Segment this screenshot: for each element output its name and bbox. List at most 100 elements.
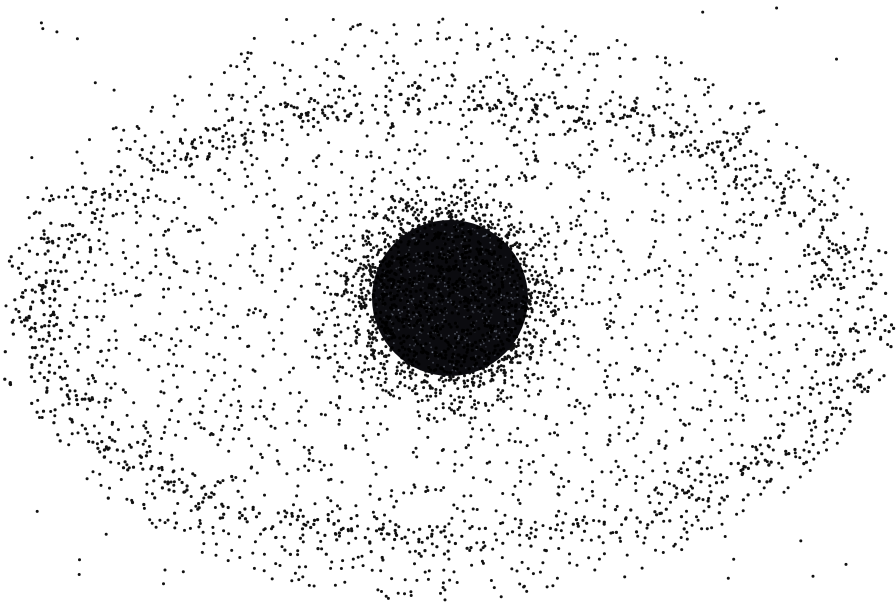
debris-dot — [440, 211, 444, 215]
debris-dot — [455, 247, 459, 251]
debris-dot — [447, 322, 451, 326]
debris-dot — [641, 476, 645, 480]
debris-dot — [23, 318, 27, 322]
debris-dot — [78, 342, 82, 346]
debris-dot — [518, 227, 522, 231]
debris-dot — [283, 352, 287, 356]
debris-dot — [41, 291, 45, 295]
debris-dot — [448, 255, 452, 259]
debris-dot — [317, 312, 321, 316]
debris-dot — [365, 344, 369, 348]
debris-dot — [377, 297, 382, 302]
debris-dot — [831, 325, 835, 329]
debris-dot — [442, 253, 446, 257]
debris-dot — [100, 214, 104, 218]
debris-dot — [679, 467, 683, 471]
debris-dot — [86, 299, 90, 303]
debris-dot — [292, 105, 296, 109]
debris-dot — [532, 230, 536, 233]
debris-dot — [550, 276, 554, 279]
debris-dot — [360, 554, 364, 558]
debris-dot — [689, 273, 692, 277]
debris-dot — [90, 374, 94, 377]
debris-dot — [95, 299, 99, 303]
debris-dot — [590, 489, 594, 493]
debris-dot — [314, 223, 318, 227]
debris-dot — [519, 108, 523, 112]
debris-dot — [466, 328, 470, 332]
debris-dot — [370, 375, 373, 379]
debris-dot — [188, 526, 192, 530]
debris-dot — [262, 552, 266, 556]
debris-dot — [711, 246, 715, 250]
debris-dot — [756, 460, 760, 464]
sphere-speck — [425, 260, 428, 263]
debris-dot — [447, 203, 451, 207]
debris-dot — [736, 270, 740, 273]
debris-dot — [568, 561, 572, 565]
debris-dot — [469, 416, 473, 420]
debris-dot — [160, 130, 164, 134]
debris-dot — [869, 368, 873, 372]
debris-dot — [465, 350, 469, 354]
debris-dot — [418, 110, 422, 114]
debris-dot — [786, 486, 790, 490]
debris-dot — [579, 241, 583, 245]
debris-dot — [719, 449, 723, 452]
debris-dot — [301, 533, 305, 537]
debris-dot — [239, 404, 243, 408]
debris-dot — [488, 289, 492, 293]
debris-dot — [602, 552, 606, 556]
debris-dot — [189, 157, 193, 161]
debris-dot — [214, 542, 218, 546]
debris-dot — [243, 136, 247, 140]
debris-dot — [761, 302, 765, 306]
debris-dot — [743, 456, 747, 460]
debris-dot — [331, 111, 335, 115]
sphere-speck — [463, 235, 466, 238]
debris-dot — [685, 537, 689, 541]
debris-dot — [459, 186, 463, 190]
debris-dot — [427, 220, 431, 224]
debris-dot — [729, 462, 733, 466]
debris-dot — [473, 399, 477, 403]
debris-dot — [121, 449, 125, 453]
debris-dot — [484, 286, 488, 290]
debris-dot — [221, 504, 225, 508]
debris-dot — [493, 532, 497, 536]
debris-dot — [398, 267, 402, 272]
debris-dot — [519, 257, 523, 261]
debris-dot — [379, 54, 383, 58]
debris-dot — [802, 219, 806, 223]
debris-dot — [359, 193, 362, 197]
debris-dot — [211, 433, 215, 436]
sphere-speck — [411, 326, 414, 329]
debris-dot — [188, 75, 192, 79]
debris-dot — [457, 395, 461, 399]
debris-dot — [501, 107, 506, 111]
debris-dot — [835, 376, 839, 380]
debris-dot — [24, 316, 28, 320]
debris-dot — [340, 294, 344, 298]
debris-dot — [497, 365, 501, 369]
debris-dot — [435, 245, 439, 250]
debris-dot — [430, 185, 434, 189]
debris-dot — [780, 201, 784, 205]
debris-dot — [635, 475, 639, 479]
debris-dot — [481, 213, 485, 217]
debris-dot — [675, 342, 679, 346]
debris-dot — [385, 315, 389, 319]
debris-dot — [125, 497, 129, 501]
debris-dot — [416, 107, 420, 111]
debris-dot — [206, 155, 210, 159]
debris-dot — [525, 353, 529, 357]
debris-dot — [692, 292, 695, 296]
debris-dot — [301, 575, 305, 579]
debris-dot — [439, 366, 443, 370]
debris-dot — [448, 371, 453, 375]
debris-dot — [273, 426, 277, 430]
debris-dot — [115, 448, 119, 452]
debris-dot — [858, 296, 862, 299]
debris-dot — [417, 219, 420, 223]
debris-dot — [194, 504, 198, 508]
